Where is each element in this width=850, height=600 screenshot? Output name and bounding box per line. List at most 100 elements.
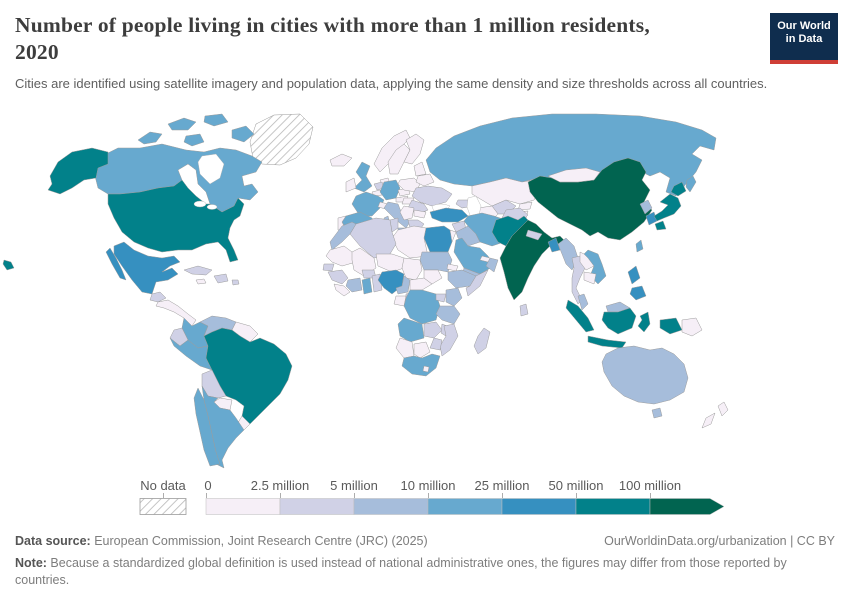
country-uganda[interactable] [435,293,447,303]
country-indonesia-java[interactable] [587,335,627,349]
country-oman[interactable] [485,257,499,273]
country-ukraine[interactable] [411,185,453,207]
country-indonesia-sumatra[interactable] [565,299,595,333]
owid-logo[interactable]: Our World in Data [770,13,838,64]
country-jamaica[interactable] [195,278,207,285]
page-title: Number of people living in cities with m… [15,12,760,66]
country-malaysia[interactable] [577,293,589,311]
country-guinea[interactable] [327,269,349,285]
country-united-states[interactable] [107,179,245,263]
country-cuba[interactable] [183,265,213,276]
country-new-zealand-south[interactable] [701,412,716,429]
owid-link[interactable]: OurWorldinData.org/urbanization | CC BY [604,534,835,548]
country-north-korea[interactable] [639,199,653,215]
country-egypt[interactable] [423,225,453,253]
country-cambodia[interactable] [583,271,597,285]
country-madagascar[interactable] [473,327,491,355]
country-sierra-leone-liberia[interactable] [333,283,351,297]
country-tanzania[interactable] [435,305,461,325]
country-sudan[interactable] [419,251,453,273]
country-nepal[interactable] [525,229,543,241]
legend-bin-1[interactable] [279,498,355,515]
country-south-sudan[interactable] [423,269,443,285]
legend-bin-2[interactable] [353,498,429,515]
country-sri-lanka[interactable] [519,303,529,317]
country-ireland[interactable] [345,177,357,193]
country-mexico[interactable] [113,241,181,295]
legend-bin-3[interactable] [427,498,503,515]
country-niger[interactable] [375,253,405,273]
country-canada[interactable] [167,117,197,131]
country-baltics[interactable] [413,161,427,177]
country-new-zealand-north[interactable] [717,401,729,417]
country-mozambique[interactable] [439,323,459,357]
country-lesotho[interactable] [422,365,430,373]
country-japan-kyushu[interactable] [654,220,667,231]
country-central-america[interactable] [155,299,197,327]
country-papua-new-guinea[interactable] [681,317,703,337]
note-label: Note: [15,556,47,570]
country-chile[interactable] [193,387,221,467]
country-finland[interactable] [403,133,425,165]
legend-bin-6-arrow[interactable] [649,498,725,515]
country-indonesia-kalimantan[interactable] [601,307,637,335]
country-guatemala[interactable] [149,291,167,303]
country-algeria[interactable] [349,217,397,259]
country-bulgaria[interactable] [413,209,427,219]
legend-bin-4[interactable] [501,498,577,515]
country-south-africa[interactable] [401,353,441,377]
country-central-african-republic[interactable] [409,277,433,291]
legend-tickmark [163,493,164,498]
owid-logo-line2: in Data [785,33,823,45]
country-kazakhstan[interactable] [471,177,541,207]
country-canada[interactable] [203,113,229,127]
country-taiwan[interactable] [635,239,644,253]
country-zimbabwe[interactable] [429,337,443,351]
country-canada[interactable] [183,133,205,147]
country-philippines-luzon[interactable] [627,265,641,285]
country-ghana[interactable] [361,277,373,295]
title-line1: Number of people living in cities with m… [15,13,650,37]
country-france[interactable] [351,191,385,217]
country-mauritania[interactable] [325,245,357,267]
country-japan-hokkaido[interactable] [670,181,687,197]
country-australia-tasmania[interactable] [651,407,663,419]
legend-no-data-swatch[interactable] [139,498,187,515]
country-united-states-alaska[interactable] [47,147,109,195]
country-gulf-states[interactable] [479,255,491,263]
legend-bin-5[interactable] [575,498,651,515]
country-hispaniola[interactable] [213,273,229,284]
country-zambia[interactable] [423,321,443,339]
country-canada[interactable] [137,131,163,145]
country-kenya[interactable] [445,287,463,307]
country-puerto-rico[interactable] [231,279,240,286]
owid-logo-line1: Our World [777,20,831,32]
map-legend: No data 0 2.5 million 5 million 10 milli… [0,478,850,518]
legend-bin-0[interactable] [205,498,281,515]
great-lakes [206,204,218,210]
country-balkans[interactable] [399,205,415,221]
country-mexico-baja[interactable] [105,247,127,281]
country-turkey[interactable] [429,207,469,223]
country-botswana[interactable] [413,341,431,359]
country-russia-sakhalin[interactable] [685,175,697,193]
country-japan-honshu[interactable] [653,193,682,222]
country-philippines-mindanao[interactable] [629,285,647,301]
country-indonesia-sulawesi[interactable] [637,311,651,333]
country-indonesia-papua[interactable] [659,317,683,335]
country-senegal[interactable] [322,263,335,272]
country-iceland[interactable] [329,153,353,167]
country-morocco[interactable] [329,221,357,251]
country-bangladesh[interactable] [547,237,561,253]
country-somalia[interactable] [465,269,489,297]
country-dr-congo[interactable] [403,289,441,325]
country-mongolia[interactable] [547,167,601,183]
country-belarus[interactable] [415,173,435,187]
country-greenland[interactable] [249,113,314,166]
country-united-kingdom[interactable] [353,161,373,193]
country-canada[interactable] [231,125,255,143]
country-ivory-coast[interactable] [345,277,363,293]
country-australia[interactable] [601,345,689,405]
country-united-states-hawaii[interactable] [2,259,15,271]
